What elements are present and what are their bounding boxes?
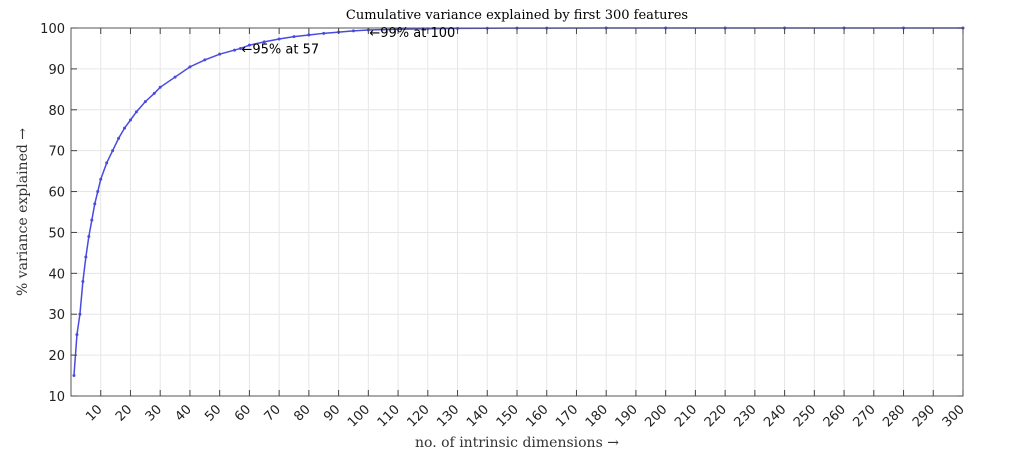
grid [71, 27, 964, 397]
x-tick-label: 240 [761, 402, 789, 430]
data-point [203, 58, 207, 62]
x-tick-label: 160 [523, 402, 551, 430]
x-tick-label: 50 [202, 402, 224, 424]
y-tick-label: 10 [48, 390, 65, 405]
data-point [111, 149, 115, 153]
x-tick-label: 150 [494, 402, 522, 430]
x-tick-label: 280 [880, 402, 908, 430]
y-tick-label: 60 [48, 186, 65, 201]
x-tick-label: 60 [232, 402, 254, 424]
data-point [188, 65, 192, 69]
x-tick-label: 130 [434, 402, 462, 430]
y-tick-label: 100 [40, 22, 65, 37]
x-tick-label: 220 [702, 402, 730, 430]
data-point [351, 29, 355, 33]
data-point [75, 333, 79, 337]
x-tick-label: 250 [791, 402, 819, 430]
y-tick-label: 50 [48, 226, 65, 241]
data-point [233, 48, 237, 52]
x-tick-label: 30 [143, 402, 165, 424]
x-tick-label: 140 [464, 402, 492, 430]
y-tick-label: 70 [48, 145, 65, 160]
data-point [277, 37, 281, 41]
data-point [143, 100, 147, 104]
x-tick-label: 270 [850, 402, 878, 430]
x-tick-label: 230 [732, 402, 760, 430]
x-tick-label: 110 [375, 402, 403, 430]
x-tick-label: 100 [345, 402, 373, 430]
x-tick-label: 260 [821, 402, 849, 430]
data-point [123, 126, 127, 130]
data-point [90, 218, 94, 222]
annotations: ←95% at 57 ←99% at 100 [241, 26, 455, 57]
data-point [87, 235, 91, 239]
data-point [78, 312, 82, 316]
data-point [134, 110, 138, 114]
data-point [117, 136, 121, 140]
x-tick-label: 20 [113, 402, 135, 424]
y-tick-label: 40 [48, 267, 65, 282]
y-tick-label: 90 [48, 63, 65, 78]
data-point [158, 85, 162, 89]
data-point [99, 177, 103, 181]
data-point [84, 255, 88, 259]
data-point [105, 161, 109, 165]
data-point [292, 35, 296, 39]
x-tick-label: 190 [613, 402, 641, 430]
x-tick-label: 80 [291, 402, 313, 424]
x-tick-label: 90 [321, 402, 343, 424]
data-point [72, 374, 76, 378]
chart-title: Cumulative variance explained by first 3… [346, 8, 688, 23]
x-tick-label: 200 [642, 402, 670, 430]
x-tick-label: 290 [910, 402, 938, 430]
data-point [322, 31, 326, 35]
x-tick-label: 10 [83, 402, 105, 424]
data-point [247, 43, 251, 47]
x-tick-label: 170 [553, 402, 581, 430]
data-point [81, 280, 85, 284]
annotation-label: ←99% at 100 [369, 26, 455, 41]
data-point [262, 40, 266, 44]
y-tick-label: 80 [48, 104, 65, 119]
x-tick-label: 210 [672, 402, 700, 430]
data-point [238, 46, 242, 50]
data-point [173, 75, 177, 79]
data-point [128, 118, 132, 122]
annotation-label: ←95% at 57 [241, 42, 319, 57]
y-axis-label: % variance explained → [15, 128, 31, 296]
x-axis-label: no. of intrinsic dimensions → [415, 435, 619, 451]
x-tick-label: 40 [172, 402, 194, 424]
x-tick-label: 120 [404, 402, 432, 430]
y-tick-label: 30 [48, 308, 65, 323]
x-tick-label: 180 [583, 402, 611, 430]
data-point [152, 91, 156, 95]
data-point [307, 33, 311, 37]
data-point [96, 190, 100, 194]
data-point [218, 52, 222, 56]
data-point [93, 202, 97, 206]
x-tick-label: 300 [940, 402, 968, 430]
y-tick-label: 20 [48, 349, 65, 364]
x-tick-label: 70 [262, 402, 284, 424]
